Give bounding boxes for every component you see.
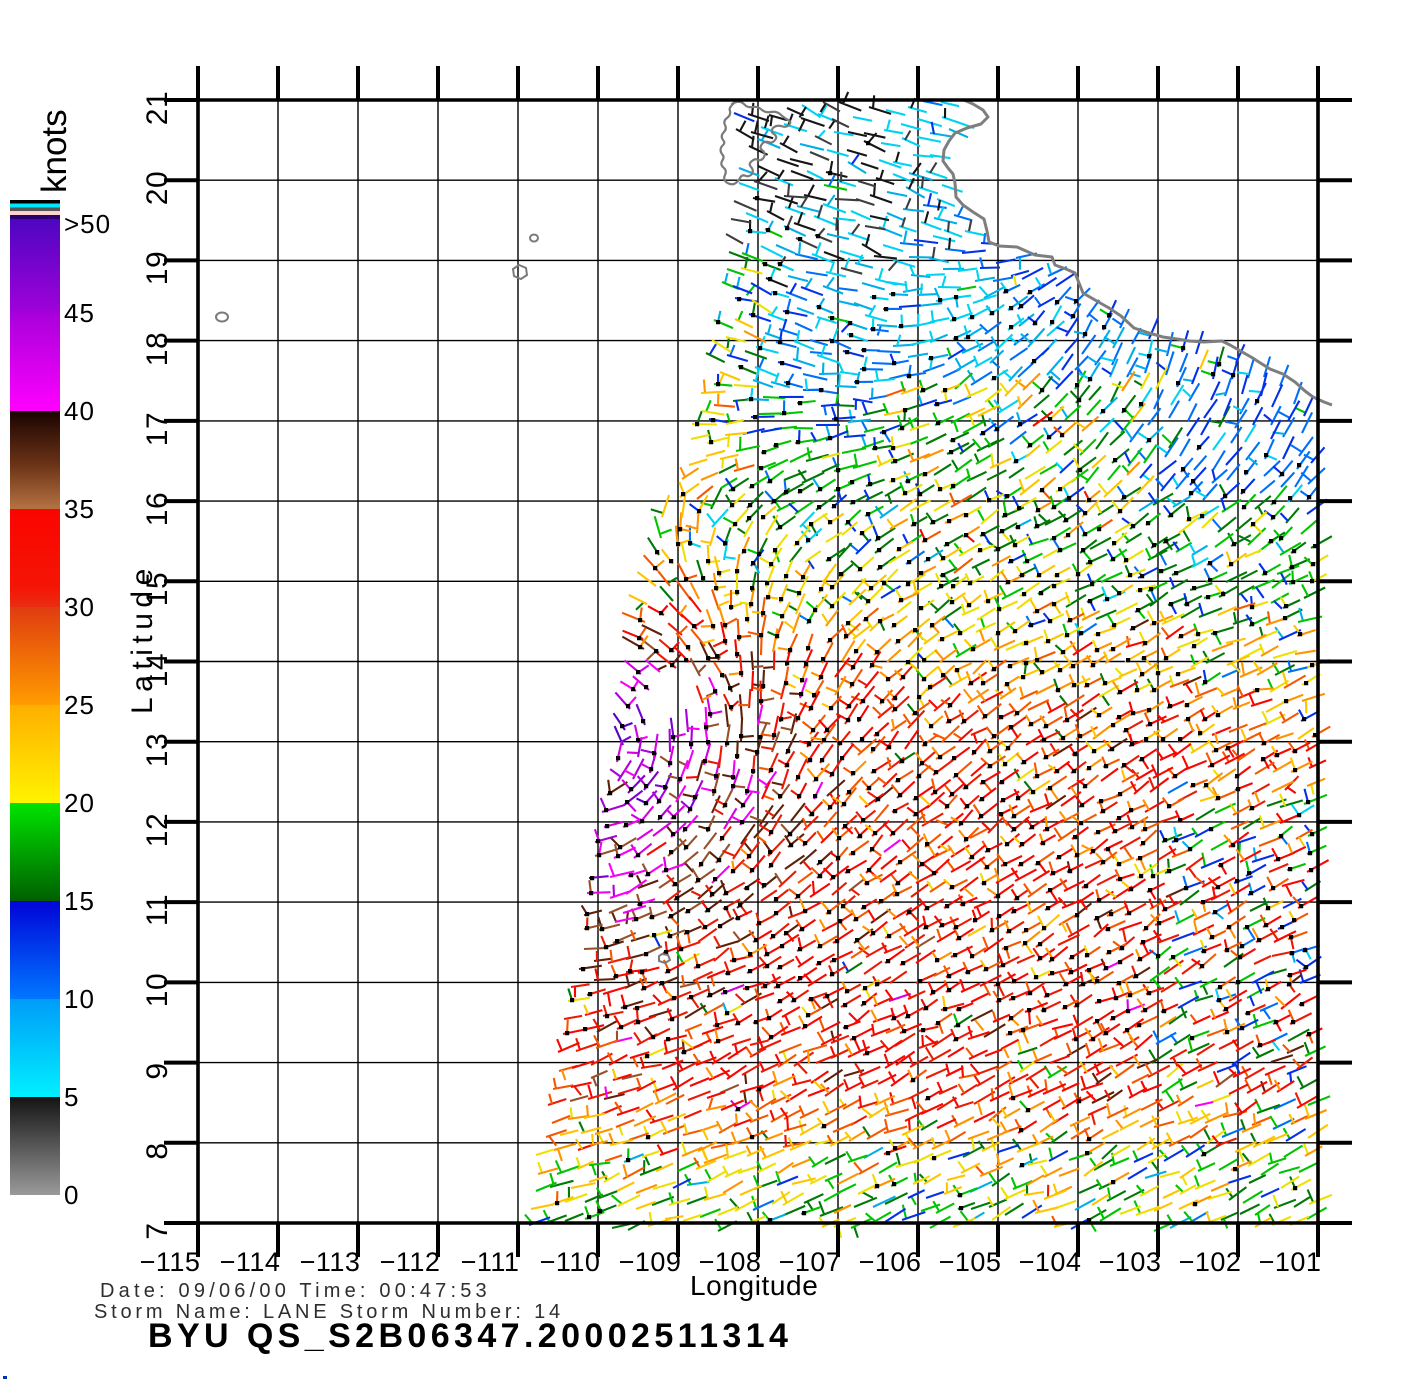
svg-text:7: 7 <box>141 1222 174 1239</box>
svg-text:−104: −104 <box>1019 1247 1082 1277</box>
svg-text:>50: >50 <box>64 209 111 239</box>
svg-text:25: 25 <box>64 690 95 720</box>
svg-text:Date: 09/06/00 Time: 00:4: Date: 09/06/00 Time: 00:47:53 <box>100 1280 491 1302</box>
svg-text:40: 40 <box>64 396 95 426</box>
svg-text:−112: −112 <box>380 1247 441 1277</box>
svg-text:−109: −109 <box>619 1247 682 1277</box>
svg-text:−106: −106 <box>859 1247 922 1277</box>
svg-text:13: 13 <box>141 733 174 767</box>
svg-text:11: 11 <box>141 894 174 926</box>
svg-text:knots: knots <box>35 109 74 193</box>
svg-text:9: 9 <box>141 1062 174 1079</box>
svg-text:8: 8 <box>141 1142 174 1159</box>
svg-text:14: 14 <box>141 653 174 687</box>
svg-text:−114: −114 <box>220 1247 281 1277</box>
svg-text:−102: −102 <box>1179 1247 1242 1277</box>
svg-text:15: 15 <box>64 886 95 916</box>
svg-text:15: 15 <box>141 572 174 606</box>
svg-text:BYU QS_S2B06347.20002511314: BYU QS_S2B06347.20002511314 <box>148 1317 792 1355</box>
svg-text:−111: −111 <box>461 1247 520 1277</box>
svg-text:21: 21 <box>141 91 174 125</box>
svg-text:35: 35 <box>64 494 95 524</box>
svg-text:−115: −115 <box>140 1247 201 1277</box>
svg-text:−110: −110 <box>540 1247 601 1277</box>
svg-text:0: 0 <box>64 1180 79 1210</box>
svg-text:−105: −105 <box>939 1247 1002 1277</box>
svg-text:−103: −103 <box>1099 1247 1162 1277</box>
svg-text:10: 10 <box>64 984 95 1014</box>
svg-text:−107: −107 <box>779 1247 842 1277</box>
svg-text:12: 12 <box>141 813 174 847</box>
svg-text:Storm Name: LANE Storm N: Storm Name: LANE Storm Number: 14 <box>94 1301 564 1323</box>
svg-text:45: 45 <box>64 298 95 328</box>
svg-text:17: 17 <box>141 412 174 446</box>
svg-text:20: 20 <box>64 788 95 818</box>
svg-text:18: 18 <box>141 332 174 366</box>
svg-text:20: 20 <box>141 171 174 205</box>
svg-text:Longitude: Longitude <box>690 1270 818 1301</box>
svg-text:−113: −113 <box>300 1247 361 1277</box>
svg-text:5: 5 <box>64 1082 79 1112</box>
svg-text:−101: −101 <box>1259 1247 1322 1277</box>
svg-text:Latitude: Latitude <box>126 563 159 714</box>
svg-text:16: 16 <box>141 492 174 526</box>
svg-text:30: 30 <box>64 592 95 622</box>
svg-text:−108: −108 <box>699 1247 762 1277</box>
svg-text:10: 10 <box>141 973 174 1007</box>
svg-text:19: 19 <box>141 251 174 285</box>
